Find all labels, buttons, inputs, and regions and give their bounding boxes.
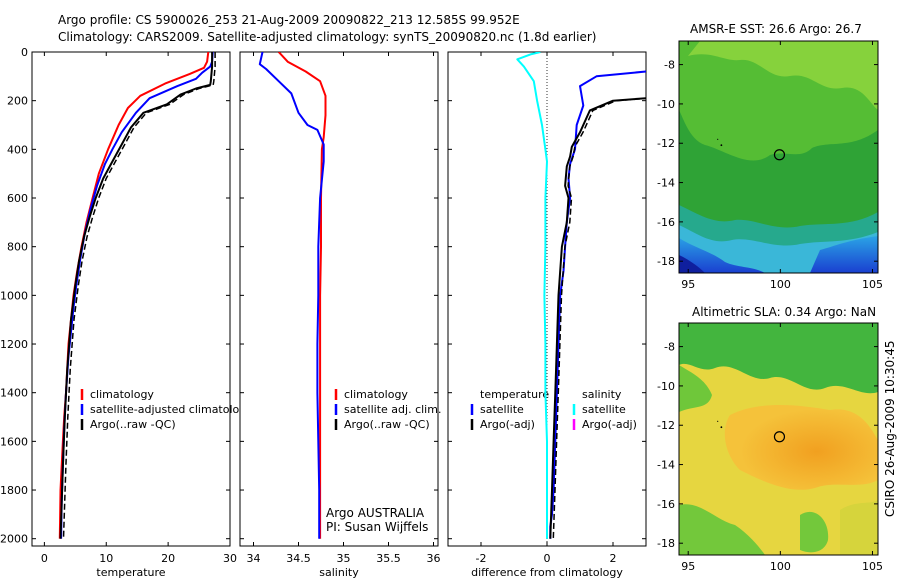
map-y-tick-label: -12 bbox=[657, 137, 675, 150]
sst-map-image bbox=[679, 41, 878, 273]
x-tick-label-salinity-profile: 36 bbox=[427, 552, 441, 565]
y-tick-label-temperature-profile: 1000 bbox=[0, 289, 28, 302]
legend-label-salinity-profile: satellite adj. clim. bbox=[344, 403, 441, 416]
legend-label-difference: Argo(-adj) bbox=[582, 418, 637, 431]
x-tick-label-temperature-profile: 10 bbox=[99, 552, 113, 565]
series-group-difference-profile bbox=[516, 52, 646, 539]
x-tick-label-difference-profile: 0 bbox=[544, 552, 551, 565]
sla-map-green-patch-left bbox=[679, 365, 712, 412]
map-x-tick-label: 105 bbox=[862, 560, 883, 573]
map-frame-amsre-sst-map bbox=[678, 40, 879, 274]
y-tick-label-temperature-profile: 1800 bbox=[0, 484, 28, 497]
map-y-tick-label: -18 bbox=[657, 537, 675, 550]
x-tick-label-temperature-profile: 20 bbox=[161, 552, 175, 565]
x-tick-label-temperature-profile: 0 bbox=[41, 552, 48, 565]
lines-layer bbox=[58, 52, 646, 539]
annotation-argo-australia: Argo AUSTRALIA bbox=[326, 506, 425, 520]
map-frame-altimetric-sla-map bbox=[678, 322, 879, 556]
map-x-tick-label: 100 bbox=[770, 560, 791, 573]
y-tick-label-temperature-profile: 600 bbox=[7, 192, 28, 205]
x-tick-label-difference-profile: 2 bbox=[610, 552, 617, 565]
map-y-tick-label: -14 bbox=[657, 177, 675, 190]
x-tick-label-salinity-profile: 34.5 bbox=[286, 552, 311, 565]
x-tick-label-temperature-profile: 30 bbox=[223, 552, 237, 565]
y-tick-label-temperature-profile: 2000 bbox=[0, 533, 28, 546]
sst-map-title: AMSR-E SST: 26.6 Argo: 26.7 bbox=[690, 22, 862, 36]
map-y-tick-label: -10 bbox=[657, 98, 675, 111]
y-tick-label-temperature-profile: 200 bbox=[7, 95, 28, 108]
legend-label-salinity-profile: Argo(..raw -QC) bbox=[344, 418, 430, 431]
legend-label-salinity-profile: climatology bbox=[344, 388, 408, 401]
series-line-argo-raw-qc--dashed bbox=[62, 52, 216, 539]
map-x-tick-label: 105 bbox=[862, 278, 883, 291]
y-tick-label-temperature-profile: 1400 bbox=[0, 387, 28, 400]
panel-temperature-profile-frame bbox=[31, 51, 231, 547]
panel-salinity-profile-frame bbox=[239, 51, 439, 547]
y-tick-label-temperature-profile: 0 bbox=[21, 46, 28, 59]
float-position-marker bbox=[773, 149, 786, 161]
map-y-tick-label: -16 bbox=[657, 498, 675, 511]
map-y-tick-label: -10 bbox=[657, 380, 675, 393]
sst-map-deep-blue bbox=[679, 236, 878, 273]
x-axis-label-difference-profile: difference from climatology bbox=[471, 566, 623, 579]
axes-layer: 0 10 20 30temperature0200400600800100012001… bbox=[0, 46, 647, 579]
maps-frame-layer: 95 100 105 -8 -10 -12 -14 -16 -18 95 100 105 -8 -10 -1… bbox=[657, 40, 883, 573]
y-tick-label-temperature-profile: 400 bbox=[7, 143, 28, 156]
sla-map-green-top bbox=[679, 323, 878, 394]
map-dot bbox=[717, 138, 719, 140]
legend-label-difference: satellite bbox=[480, 403, 524, 416]
series-line-salinity-satellite bbox=[516, 52, 548, 539]
series-line-climatology bbox=[277, 52, 327, 539]
sla-map-title: Altimetric SLA: 0.34 Argo: NaN bbox=[692, 305, 877, 319]
series-line-temperature-satellite bbox=[549, 70, 646, 539]
map-x-tick-label: 100 bbox=[770, 278, 791, 291]
x-axis-label-salinity-profile: salinity bbox=[319, 566, 359, 579]
map-y-tick-label: -8 bbox=[664, 59, 675, 72]
series-line-temperature-argo-adj- bbox=[549, 97, 646, 539]
sst-map-yellowish-region bbox=[688, 41, 878, 110]
title-line-2: Climatology: CARS2009. Satellite-adjuste… bbox=[58, 30, 597, 44]
sst-map-navy-corner bbox=[679, 255, 705, 273]
map-x-tick-label: 95 bbox=[681, 560, 695, 573]
x-axis-label-temperature-profile: temperature bbox=[96, 566, 165, 579]
x-tick-label-difference-profile: -2 bbox=[476, 552, 487, 565]
y-tick-label-temperature-profile: 1600 bbox=[0, 435, 28, 448]
legend-label-temperature-profile: climatology bbox=[90, 388, 154, 401]
map-y-tick-label: -12 bbox=[657, 419, 675, 432]
map-x-tick-label: 95 bbox=[681, 278, 695, 291]
credit-text: CSIRO 26-Aug-2009 10:30:45 bbox=[883, 340, 897, 517]
map-dot bbox=[720, 144, 723, 147]
legend-label-difference: satellite bbox=[582, 403, 626, 416]
sla-map-yellow-streak bbox=[840, 500, 878, 555]
map-dot bbox=[717, 420, 719, 422]
legend-group-title: salinity bbox=[582, 388, 622, 401]
map-y-tick-label: -8 bbox=[664, 341, 675, 354]
y-tick-label-temperature-profile: 800 bbox=[7, 241, 28, 254]
x-tick-label-salinity-profile: 35.5 bbox=[376, 552, 401, 565]
y-tick-label-temperature-profile: 1200 bbox=[0, 338, 28, 351]
series-group-temperature-profile bbox=[58, 52, 216, 539]
legend-group-title: temperature bbox=[480, 388, 549, 401]
sla-map-image bbox=[679, 323, 878, 555]
legend-label-difference: Argo(-adj) bbox=[480, 418, 535, 431]
sla-map-orange-core bbox=[724, 405, 878, 490]
legend-label-temperature-profile: satellite-adjusted climatology bbox=[90, 403, 253, 416]
x-tick-label-salinity-profile: 35 bbox=[337, 552, 351, 565]
map-dot bbox=[720, 426, 723, 429]
title-line-1: Argo profile: CS 5900026_253 21-Aug-2009… bbox=[58, 13, 520, 27]
legend-label-temperature-profile: Argo(..raw -QC) bbox=[90, 418, 176, 431]
series-group-salinity-profile bbox=[258, 52, 327, 539]
map-y-tick-label: -16 bbox=[657, 216, 675, 229]
sla-map-green-patch-bottom bbox=[679, 504, 829, 555]
annotation-pi: PI: Susan Wijffels bbox=[326, 520, 429, 534]
map-y-tick-label: -18 bbox=[657, 255, 675, 268]
series-line-temperature-argo-adj--dashed bbox=[552, 97, 646, 539]
map-y-tick-label: -14 bbox=[657, 459, 675, 472]
series-line-satellite-adj-clim- bbox=[258, 52, 325, 539]
x-tick-label-salinity-profile: 34 bbox=[247, 552, 261, 565]
float-position-marker bbox=[773, 431, 786, 443]
